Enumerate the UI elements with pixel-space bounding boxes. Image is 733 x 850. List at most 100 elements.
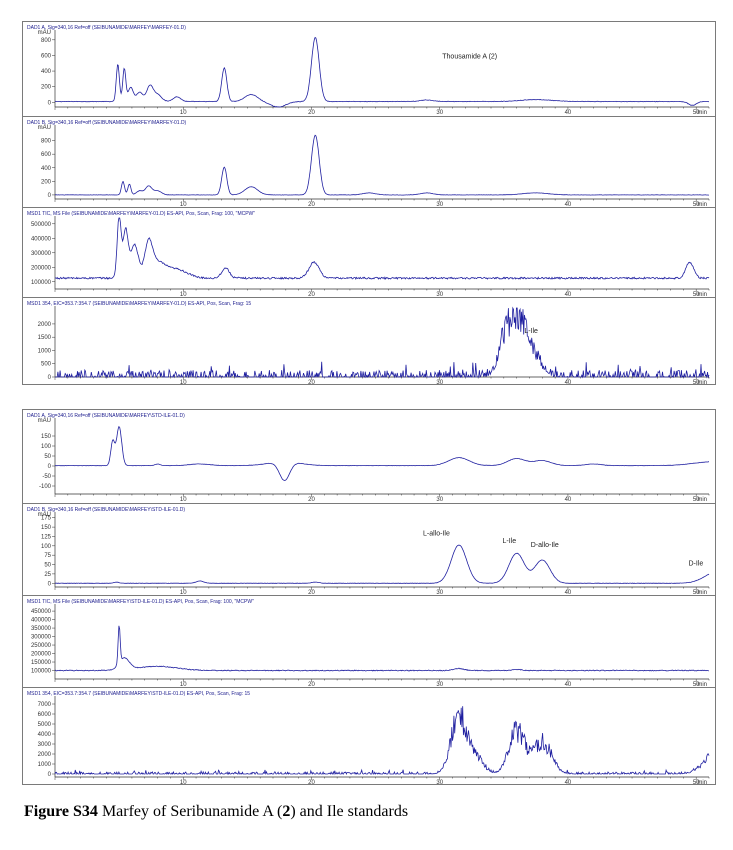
- y-tick-label: 25: [44, 572, 51, 578]
- y-tick-label: 200000: [31, 652, 52, 658]
- peak-annotation-1: L-Ile: [524, 328, 538, 335]
- peak-annotation-2: L-Ile: [503, 538, 517, 545]
- chromatogram-trace: [54, 36, 710, 108]
- caption-compound-number: 2: [282, 803, 291, 820]
- chart-svg-6: DAD1 B, Sig=340,16 Ref=off (SEIBUNAMIDE\…: [27, 507, 710, 595]
- y-unit-label: mAU: [38, 30, 51, 36]
- panel-header-6: DAD1 B, Sig=340,16 Ref=off (SEIBUNAMIDE\…: [27, 507, 185, 513]
- panel-header-2: DAD1 B, Sig=340,16 Ref=off (SEIBUNAMIDE\…: [27, 120, 187, 126]
- y-tick-label: 125: [41, 534, 52, 540]
- y-tick-label: 500: [41, 362, 52, 368]
- x-tick-label: 10: [180, 590, 187, 595]
- y-tick-label: 75: [44, 553, 51, 559]
- x-unit-label: min: [697, 110, 707, 115]
- y-tick-label: 150000: [31, 660, 52, 666]
- x-unit-label: min: [697, 292, 707, 297]
- x-tick-label: 10: [180, 682, 187, 687]
- x-unit-label: min: [697, 780, 707, 785]
- panel-dad1a-standard: DAD1 A, Sig=340,16 Ref=off (SEIBUNAMIDE\…: [23, 410, 715, 502]
- x-tick-label: 30: [436, 202, 443, 207]
- chart-svg-1: DAD1 A, Sig=340,16 Ref=off (SEIBUNAMIDE\…: [27, 25, 710, 115]
- chromatogram-trace: [55, 306, 710, 379]
- x-tick-label: 20: [308, 292, 315, 297]
- panel-header-8: MSD1 354, EIC=353.7:354.7 (SEIBUNAMIDE\M…: [27, 691, 250, 697]
- x-tick-label: 20: [308, 497, 315, 502]
- y-tick-label: 3000: [38, 742, 52, 748]
- x-tick-label: 50: [693, 292, 700, 297]
- x-tick-label: 10: [180, 380, 187, 385]
- y-tick-label: 600: [41, 152, 52, 158]
- x-tick-label: 50: [693, 497, 700, 502]
- y-tick-label: 200: [41, 179, 52, 185]
- y-tick-label: 2000: [38, 322, 52, 328]
- x-tick-label: 50: [693, 110, 700, 115]
- y-tick-label: 350000: [31, 626, 52, 632]
- chromatogram-trace: [54, 625, 710, 672]
- chromatogram-group-ile-standards: DAD1 A, Sig=340,16 Ref=off (SEIBUNAMIDE\…: [22, 409, 716, 785]
- x-tick-label: 40: [565, 590, 572, 595]
- chromatogram-trace: [54, 544, 710, 584]
- x-tick-label: 50: [693, 380, 700, 385]
- y-tick-label: 100000: [31, 669, 52, 675]
- y-tick-label: 300000: [31, 635, 52, 641]
- y-tick-label: 1500: [38, 335, 52, 341]
- panel-tic-sample: MSD1 TIC, MS File (SEIBUNAMIDE\MARFEY\MA…: [23, 207, 715, 297]
- x-tick-label: 30: [436, 682, 443, 687]
- panel-header-5: DAD1 A, Sig=340,16 Ref=off (SEIBUNAMIDE\…: [27, 413, 185, 419]
- y-tick-label: 0: [48, 100, 52, 106]
- y-tick-label: 400000: [31, 236, 52, 242]
- x-tick-label: 20: [308, 110, 315, 115]
- x-tick-label: 40: [565, 110, 572, 115]
- peak-annotation-4: D-Ile: [688, 561, 703, 568]
- y-tick-label: 0: [48, 375, 52, 381]
- panel-header-4: MSD1 354, EIC=353.7:354.7 (SEIBUNAMIDE\M…: [27, 301, 251, 307]
- x-tick-label: 30: [436, 380, 443, 385]
- x-tick-label: 10: [180, 202, 187, 207]
- x-tick-label: 10: [180, 292, 187, 297]
- chromatogram-trace: [54, 217, 710, 280]
- chromatogram-group-seribunamide: DAD1 A, Sig=340,16 Ref=off (SEIBUNAMIDE\…: [22, 21, 716, 385]
- y-tick-label: 150: [41, 525, 52, 531]
- peak-annotation-1: Thousamide A (2): [442, 54, 497, 61]
- x-tick-label: 50: [693, 780, 700, 785]
- x-tick-label: 10: [180, 780, 187, 785]
- y-tick-label: 800: [41, 38, 52, 44]
- y-tick-label: 150: [41, 434, 52, 440]
- figure-caption: Figure S34 Marfey of Seribunamide A (2) …: [24, 803, 408, 821]
- y-tick-label: 50: [44, 563, 51, 569]
- x-tick-label: 50: [693, 202, 700, 207]
- panel-dad1a-sample: DAD1 A, Sig=340,16 Ref=off (SEIBUNAMIDE\…: [23, 22, 715, 115]
- y-tick-label: 100: [41, 444, 52, 450]
- y-tick-label: 600: [41, 53, 52, 59]
- x-tick-label: 30: [436, 110, 443, 115]
- x-tick-label: 30: [436, 590, 443, 595]
- y-unit-label: mAU: [38, 512, 51, 518]
- y-tick-label: 0: [48, 581, 52, 587]
- y-unit-label: mAU: [38, 418, 51, 424]
- peak-annotation-1: L-allo-Ile: [423, 530, 450, 537]
- y-tick-label: 450000: [31, 609, 52, 615]
- y-tick-label: 100000: [31, 280, 52, 286]
- x-tick-label: 20: [308, 682, 315, 687]
- y-unit-label: mAU: [38, 125, 51, 131]
- y-tick-label: 1000: [38, 348, 52, 354]
- y-tick-label: 0: [48, 772, 52, 778]
- y-tick-label: -100: [39, 484, 52, 490]
- x-tick-label: 40: [565, 497, 572, 502]
- caption-text-after: ) and Ile standards: [290, 803, 409, 820]
- x-tick-label: 40: [565, 380, 572, 385]
- caption-text-before: Marfey of Seribunamide A (: [97, 803, 283, 820]
- x-tick-label: 20: [308, 380, 315, 385]
- y-tick-label: 200000: [31, 265, 52, 271]
- chart-svg-4: MSD1 354, EIC=353.7:354.7 (SEIBUNAMIDE\M…: [27, 301, 710, 385]
- x-unit-label: min: [697, 202, 707, 207]
- x-tick-label: 20: [308, 202, 315, 207]
- panel-dad1b-standard: DAD1 B, Sig=340,16 Ref=off (SEIBUNAMIDE\…: [23, 503, 715, 595]
- x-tick-label: 10: [180, 110, 187, 115]
- y-tick-label: 2000: [38, 752, 52, 758]
- y-tick-label: 200: [41, 85, 52, 91]
- x-tick-label: 50: [693, 682, 700, 687]
- y-tick-label: 5000: [38, 722, 52, 728]
- y-tick-label: 250000: [31, 643, 52, 649]
- y-tick-label: 400: [41, 166, 52, 172]
